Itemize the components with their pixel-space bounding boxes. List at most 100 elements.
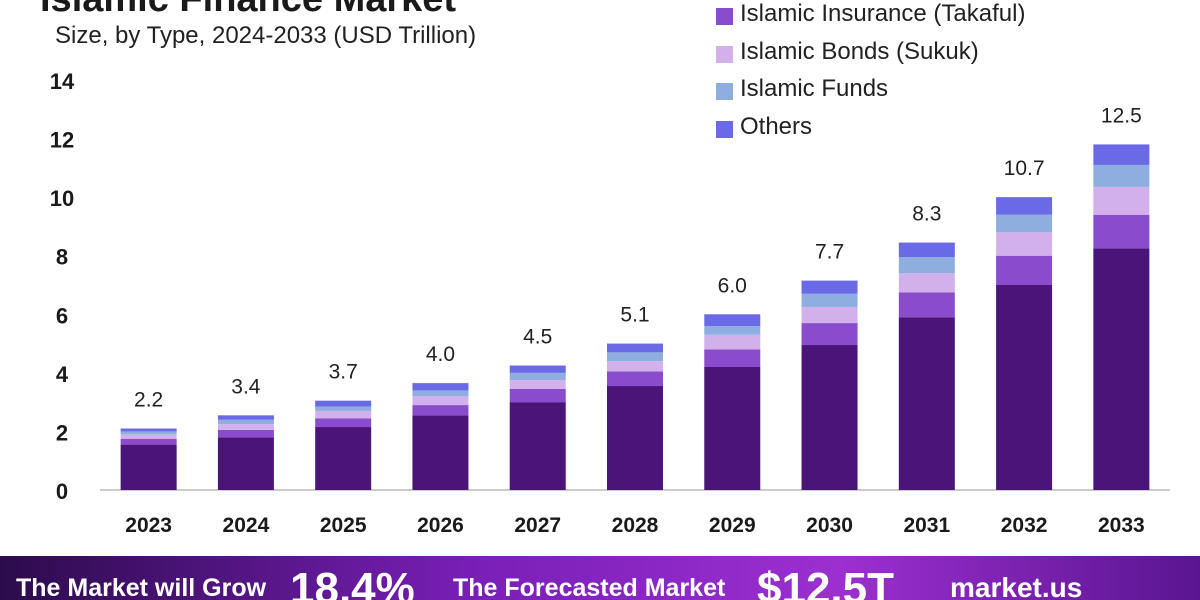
bar-segment bbox=[898, 273, 955, 293]
bar-segment bbox=[1093, 144, 1150, 165]
x-tick-label: 2030 bbox=[806, 514, 853, 537]
bar-segment bbox=[801, 323, 858, 346]
chart-subtitle: Size, by Type, 2024-2033 (USD Trillion) bbox=[55, 22, 477, 49]
legend-label-funds: Islamic Funds bbox=[740, 75, 889, 102]
bar-segment bbox=[996, 232, 1053, 256]
bar-segment bbox=[704, 367, 761, 490]
x-tick-label: 2024 bbox=[223, 514, 270, 537]
bar-segment bbox=[412, 396, 469, 406]
y-tick-label: 6 bbox=[56, 303, 68, 328]
bar-segment bbox=[996, 214, 1053, 233]
bar-segment bbox=[217, 437, 274, 490]
bar-segment bbox=[801, 345, 858, 490]
bar-segment bbox=[801, 293, 858, 307]
bar-segment bbox=[704, 349, 761, 367]
y-tick-label: 2 bbox=[56, 420, 68, 445]
legend-swatch-funds bbox=[716, 83, 733, 100]
bar-segment bbox=[509, 372, 566, 381]
footer-banner: The Market will Grow 18.4% The Forecaste… bbox=[0, 556, 1200, 600]
y-tick-label: 14 bbox=[50, 69, 75, 94]
chart-title: Islamic Finance Market bbox=[40, 0, 456, 21]
x-tick-label: 2026 bbox=[417, 514, 464, 537]
bar-segment bbox=[801, 280, 858, 294]
bar-total-label: 10.7 bbox=[1004, 157, 1045, 180]
bar-segment bbox=[1093, 186, 1150, 215]
bar-segment bbox=[217, 415, 274, 420]
bar-segment bbox=[315, 410, 372, 419]
y-tick-label: 4 bbox=[56, 362, 69, 387]
y-tick-label: 8 bbox=[56, 245, 68, 270]
banner-forecast-text: The Forecasted Market bbox=[453, 574, 726, 600]
bar-segment bbox=[217, 419, 274, 425]
x-tick-label: 2029 bbox=[709, 514, 756, 537]
bar-segment bbox=[607, 371, 663, 387]
bar-segment bbox=[217, 429, 274, 438]
legend-label-sukuk: Islamic Bonds (Sukuk) bbox=[740, 37, 979, 65]
banner-grow-text: The Market will Grow bbox=[16, 574, 267, 600]
bar-segment bbox=[120, 431, 177, 435]
bar-total-label: 3.7 bbox=[329, 361, 358, 384]
bar-total-label: 12.5 bbox=[1101, 104, 1142, 127]
bar-segment bbox=[1093, 248, 1150, 490]
bar-segment bbox=[412, 405, 469, 416]
x-tick-label: 2028 bbox=[612, 514, 659, 537]
bar-segment bbox=[1093, 214, 1150, 249]
x-tick-label: 2023 bbox=[125, 514, 172, 537]
bar-segment bbox=[509, 388, 566, 403]
bar-segment bbox=[412, 383, 469, 391]
legend-label-others: Others bbox=[740, 112, 813, 140]
bar-segment bbox=[120, 438, 177, 445]
bar-segment bbox=[315, 427, 372, 490]
bar-segment bbox=[412, 390, 469, 397]
y-tick-label: 0 bbox=[56, 479, 68, 504]
bar-segment bbox=[996, 255, 1053, 285]
bar-segment bbox=[315, 400, 372, 407]
bar-segment bbox=[1093, 164, 1150, 187]
y-tick-label: 12 bbox=[50, 128, 74, 153]
x-tick-label: 2027 bbox=[514, 514, 561, 537]
bar-segment bbox=[509, 365, 566, 373]
x-tick-label: 2032 bbox=[1001, 514, 1048, 537]
legend-swatch-others bbox=[716, 120, 733, 138]
bar-total-label: 6.0 bbox=[718, 274, 747, 297]
bar-segment bbox=[898, 257, 955, 274]
bar-segment bbox=[412, 415, 469, 490]
bar-total-label: 4.5 bbox=[523, 326, 552, 349]
bar-segment bbox=[607, 352, 663, 362]
bar-total-label: 8.3 bbox=[912, 203, 941, 226]
y-tick-label: 10 bbox=[50, 186, 74, 211]
bar-segment bbox=[607, 343, 663, 353]
bar-segment bbox=[509, 380, 566, 389]
x-tick-label: 2031 bbox=[903, 514, 950, 537]
bar-segment bbox=[217, 424, 274, 430]
bar-total-label: 3.4 bbox=[231, 375, 261, 398]
bar-segment bbox=[120, 444, 177, 490]
x-tick-label: 2025 bbox=[320, 514, 367, 537]
x-tick-label: 2033 bbox=[1098, 514, 1145, 537]
legend-swatch-sukuk bbox=[716, 45, 733, 63]
bar-segment bbox=[704, 326, 761, 335]
bar-segment bbox=[607, 386, 663, 490]
legend-swatch-takaful bbox=[716, 8, 733, 25]
bar-segment bbox=[898, 242, 955, 258]
bar-segment bbox=[607, 361, 663, 372]
bar-segment bbox=[996, 285, 1053, 490]
bar-total-label: 4.0 bbox=[426, 343, 455, 366]
bar-segment bbox=[509, 402, 566, 490]
bar-segment bbox=[120, 428, 177, 432]
bar-total-label: 7.7 bbox=[815, 241, 844, 264]
bar-segment bbox=[315, 418, 372, 428]
bar-total-label: 5.1 bbox=[620, 304, 649, 327]
bar-segment bbox=[315, 406, 372, 411]
stacked-bar-chart: 0 2 4 6 8 10 12 14 2.2 2023 3.4 2024 3.7 2025 4.0 2026 4… bbox=[50, 69, 1170, 537]
banner-cagr-value: 18.4% bbox=[290, 564, 415, 600]
bar-segment bbox=[704, 334, 761, 350]
bar-segment bbox=[801, 306, 858, 324]
bar-segment bbox=[704, 314, 761, 326]
bar-segment bbox=[898, 292, 955, 318]
bar-segment bbox=[996, 197, 1053, 215]
bar-total-label: 2.2 bbox=[134, 389, 163, 412]
bar-segment bbox=[898, 317, 955, 490]
bar-segment bbox=[120, 434, 177, 439]
banner-forecast-value: $12.5T bbox=[757, 564, 894, 600]
